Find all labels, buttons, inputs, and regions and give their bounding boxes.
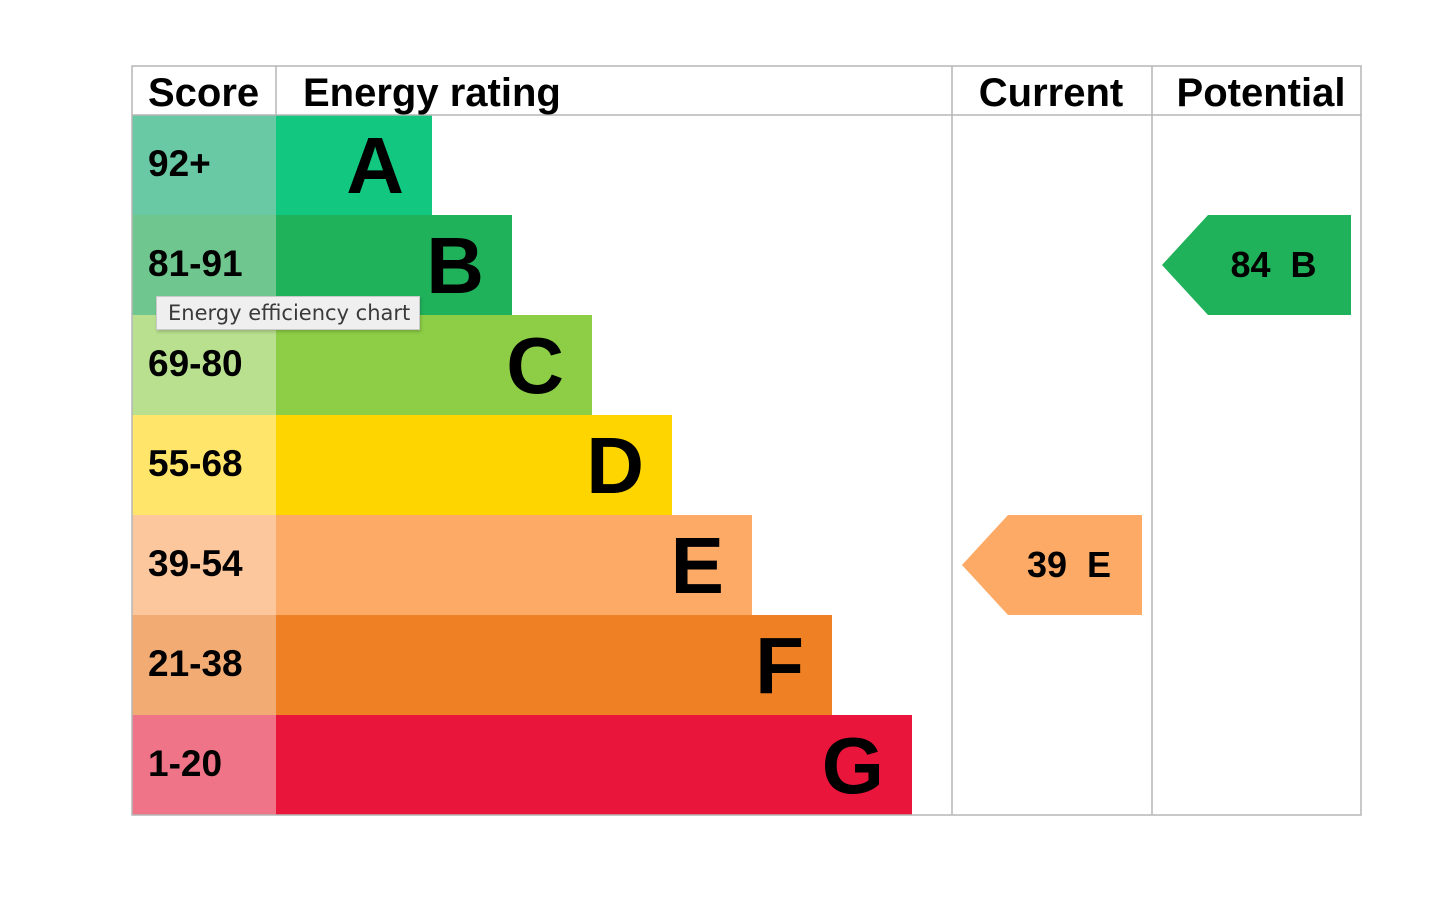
rating-bar-e [276,515,752,615]
current-column-header: Current [979,71,1123,115]
rating-bar-d [276,415,672,515]
rating-letter-b: B [426,221,484,310]
score-range-e: 39-54 [148,543,243,584]
rating-bar-g [276,715,912,815]
tooltip: Energy efficiency chart [156,296,420,330]
potential-column-header: Potential [1177,71,1346,115]
score-range-a: 92+ [148,143,211,184]
potential-rating-label: 84 B [1230,244,1316,285]
score-cell-e [132,515,276,615]
energy-rating-column-header: Energy rating [303,71,561,115]
rating-bar-f [276,615,832,715]
chart-border [131,65,1362,816]
rating-letter-f: F [755,621,804,710]
rating-letter-e: E [671,521,724,610]
rating-letter-g: G [822,721,884,810]
score-range-d: 55-68 [148,443,243,484]
rating-bar-c [276,315,592,415]
score-cell-g [132,715,276,815]
rating-letter-d: D [586,421,644,510]
score-cell-f [132,615,276,715]
rating-letter-a: A [346,121,404,210]
rating-bands: 92+ A 81-91 B 69-80 C 55-68 D 39-54 E 21-38 F 1-20 G [132,115,912,815]
rating-letter-c: C [506,321,564,410]
current-rating-label: 39 E [1027,544,1111,585]
rating-bar-a [276,115,432,215]
score-cell-c [132,315,276,415]
potential-rating-arrow [1162,215,1351,315]
rating-markers: 39 E 84 B [962,215,1351,615]
score-range-b: 81-91 [148,243,243,284]
score-cell-d [132,415,276,515]
score-column-header: Score [148,71,259,115]
score-range-f: 21-38 [148,643,243,684]
current-rating-arrow [962,515,1142,615]
score-cell-a [132,115,276,215]
score-range-g: 1-20 [148,743,222,784]
score-range-c: 69-80 [148,343,243,384]
chart-frame [131,65,1362,816]
